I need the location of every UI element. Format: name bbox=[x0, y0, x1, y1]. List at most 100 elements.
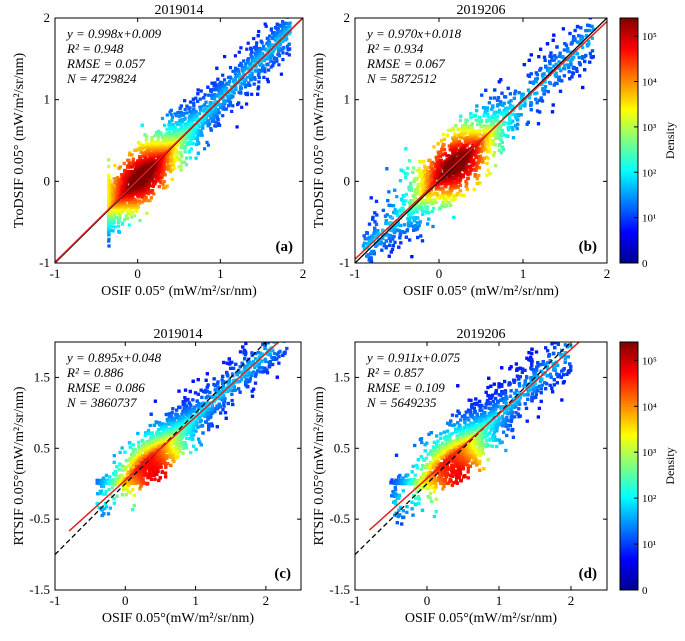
density-point bbox=[240, 82, 244, 86]
density-point bbox=[236, 67, 240, 71]
density-point bbox=[407, 185, 411, 189]
density-point bbox=[383, 214, 388, 218]
density-point bbox=[584, 34, 589, 38]
density-point bbox=[288, 21, 292, 25]
density-point bbox=[420, 239, 425, 243]
density-point bbox=[151, 183, 156, 187]
density-point bbox=[386, 221, 390, 226]
density-point bbox=[206, 143, 210, 147]
density-point bbox=[421, 179, 425, 183]
density-point bbox=[459, 114, 463, 118]
density-point bbox=[585, 42, 589, 47]
y-tick-label: 0 bbox=[44, 173, 51, 188]
density-point bbox=[126, 172, 130, 176]
density-point bbox=[548, 59, 552, 64]
density-point bbox=[409, 186, 413, 190]
density-point bbox=[260, 41, 264, 45]
density-point bbox=[582, 55, 587, 59]
density-point bbox=[419, 234, 423, 238]
density-point bbox=[529, 108, 533, 112]
density-point bbox=[118, 215, 122, 219]
density-point bbox=[169, 113, 173, 117]
density-point bbox=[451, 128, 455, 132]
density-point bbox=[432, 200, 436, 204]
density-point bbox=[270, 37, 274, 41]
density-point bbox=[569, 62, 573, 66]
density-point bbox=[189, 133, 193, 137]
density-point bbox=[194, 156, 198, 160]
density-point bbox=[208, 104, 212, 108]
density-point bbox=[403, 230, 407, 234]
density-point bbox=[159, 179, 163, 183]
density-point bbox=[387, 190, 391, 194]
density-point bbox=[228, 103, 232, 107]
density-point bbox=[550, 55, 554, 59]
density-point bbox=[173, 158, 177, 162]
density-point bbox=[388, 233, 392, 238]
density-point bbox=[263, 22, 267, 26]
x-tick-label: -1 bbox=[50, 266, 61, 281]
density-point bbox=[189, 147, 193, 151]
density-point bbox=[212, 117, 216, 121]
density-point bbox=[159, 167, 163, 171]
density-point bbox=[453, 197, 457, 201]
density-point bbox=[196, 133, 200, 137]
density-point bbox=[513, 92, 517, 96]
density-point bbox=[181, 113, 185, 117]
density-point bbox=[234, 87, 238, 91]
density-point bbox=[537, 98, 542, 102]
density-point bbox=[370, 238, 374, 242]
density-point bbox=[186, 122, 190, 127]
density-point bbox=[266, 80, 270, 84]
density-point bbox=[261, 66, 265, 70]
density-point bbox=[539, 47, 543, 51]
density-point bbox=[485, 119, 489, 123]
density-point bbox=[432, 206, 436, 211]
density-point bbox=[399, 168, 403, 172]
density-point bbox=[535, 91, 539, 95]
density-point bbox=[392, 224, 396, 228]
density-point bbox=[138, 141, 142, 145]
density-point bbox=[528, 80, 532, 84]
density-point bbox=[557, 54, 561, 58]
density-point bbox=[398, 179, 403, 183]
density-point bbox=[554, 71, 558, 75]
density-point bbox=[262, 75, 266, 79]
density-point bbox=[146, 142, 150, 147]
density-point bbox=[417, 167, 421, 171]
density-point bbox=[393, 240, 397, 244]
density-point bbox=[165, 127, 169, 131]
density-point bbox=[239, 75, 244, 79]
density-point bbox=[542, 80, 546, 84]
density-point bbox=[255, 50, 259, 54]
density-point bbox=[469, 112, 473, 116]
density-point bbox=[389, 221, 393, 225]
density-point bbox=[496, 96, 501, 100]
density-point bbox=[381, 228, 385, 232]
density-point bbox=[245, 47, 249, 51]
density-point bbox=[499, 125, 503, 129]
density-point bbox=[497, 148, 501, 153]
density-point bbox=[369, 196, 373, 200]
density-point bbox=[203, 93, 207, 97]
density-point bbox=[551, 103, 555, 107]
density-point bbox=[581, 85, 585, 90]
density-point bbox=[210, 94, 214, 98]
density-point bbox=[275, 27, 280, 32]
density-point bbox=[496, 125, 500, 129]
density-point bbox=[411, 210, 415, 214]
density-point bbox=[499, 78, 503, 82]
density-point bbox=[392, 235, 396, 239]
density-point bbox=[425, 208, 429, 212]
density-point bbox=[497, 80, 501, 84]
density-point bbox=[111, 209, 115, 214]
density-point bbox=[198, 97, 202, 101]
density-point bbox=[257, 80, 261, 84]
density-point bbox=[518, 106, 522, 110]
density-point bbox=[526, 88, 531, 92]
density-point bbox=[480, 119, 484, 123]
density-point bbox=[116, 218, 121, 222]
density-point bbox=[113, 163, 117, 168]
density-point bbox=[554, 62, 558, 66]
density-point bbox=[546, 90, 550, 94]
